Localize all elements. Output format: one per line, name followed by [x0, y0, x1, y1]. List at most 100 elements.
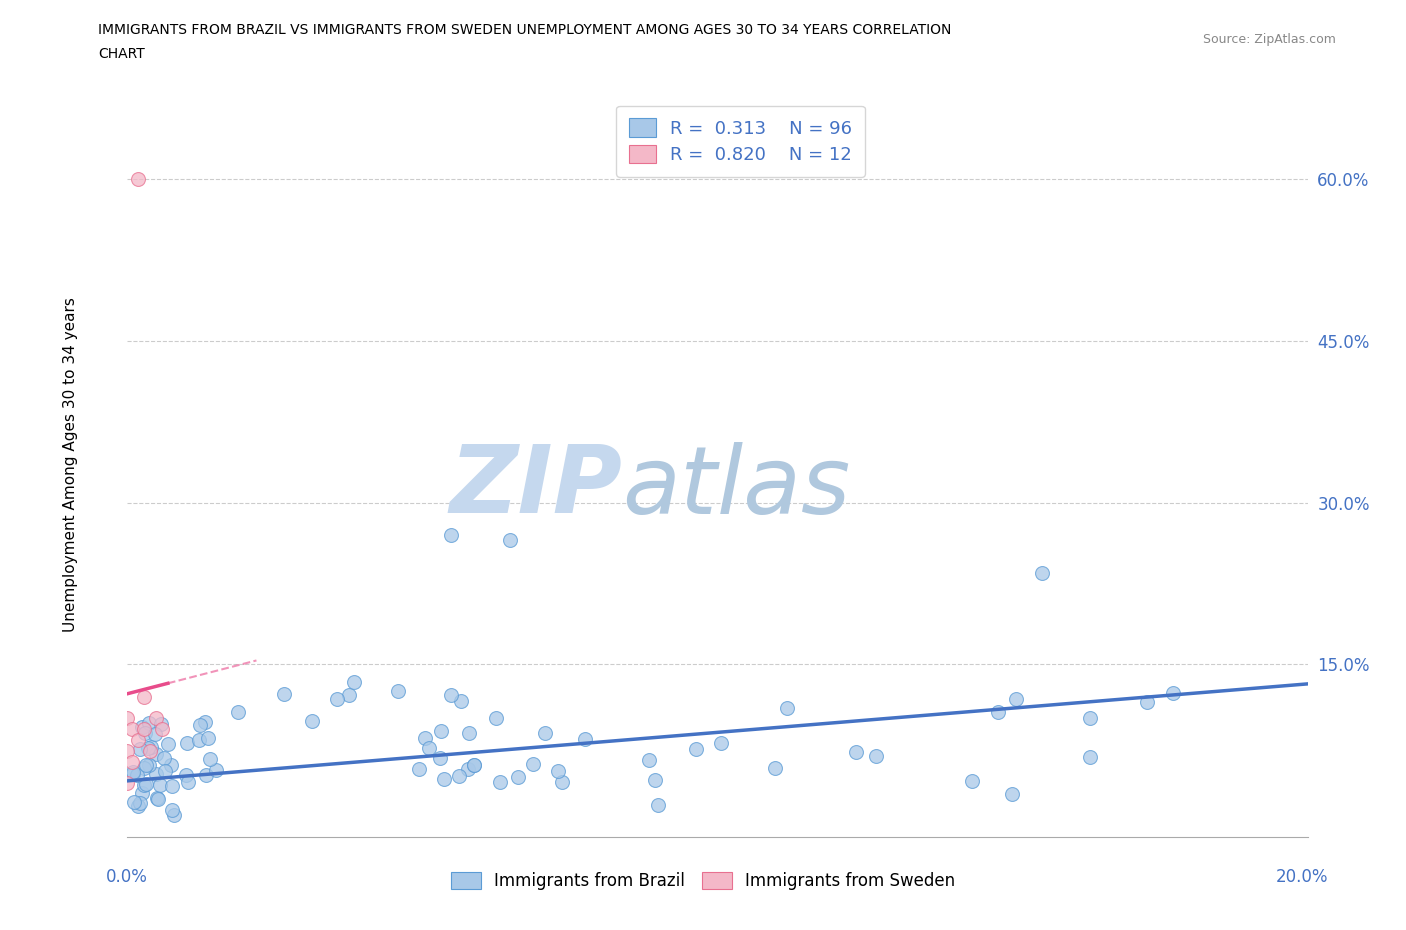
Point — [301, 713, 323, 728]
Point — [145, 711, 167, 725]
Point — [125, 768, 148, 783]
Point — [145, 747, 167, 762]
Point — [176, 736, 198, 751]
Point — [150, 722, 173, 737]
Point — [499, 533, 522, 548]
Point — [188, 733, 211, 748]
Point — [121, 722, 143, 737]
Point — [174, 768, 197, 783]
Point — [337, 687, 360, 702]
Point — [685, 741, 707, 756]
Point — [710, 735, 733, 750]
Point — [647, 797, 669, 812]
Point — [135, 757, 157, 772]
Text: Unemployment Among Ages 30 to 34 years: Unemployment Among Ages 30 to 34 years — [63, 298, 77, 632]
Point — [637, 752, 659, 767]
Point — [387, 684, 409, 698]
Point — [131, 720, 153, 735]
Point — [1005, 692, 1028, 707]
Point — [1078, 711, 1101, 725]
Point — [343, 674, 366, 689]
Point — [450, 694, 472, 709]
Point — [418, 740, 440, 755]
Point — [132, 761, 155, 776]
Point — [226, 705, 249, 720]
Text: 20.0%: 20.0% — [1277, 868, 1329, 885]
Point — [197, 731, 219, 746]
Point — [128, 795, 150, 810]
Point — [157, 736, 180, 751]
Point — [987, 704, 1010, 719]
Point — [162, 803, 184, 817]
Point — [121, 767, 143, 782]
Point — [139, 739, 162, 754]
Point — [149, 716, 172, 731]
Text: IMMIGRANTS FROM BRAZIL VS IMMIGRANTS FROM SWEDEN UNEMPLOYMENT AMONG AGES 30 TO 3: IMMIGRANTS FROM BRAZIL VS IMMIGRANTS FRO… — [98, 23, 952, 37]
Point — [195, 768, 218, 783]
Point — [458, 725, 481, 740]
Point — [574, 731, 596, 746]
Point — [522, 757, 544, 772]
Legend: Immigrants from Brazil, Immigrants from Sweden: Immigrants from Brazil, Immigrants from … — [443, 864, 963, 898]
Point — [485, 711, 508, 725]
Point — [413, 730, 436, 745]
Point — [547, 764, 569, 778]
Text: CHART: CHART — [98, 46, 145, 60]
Point — [138, 715, 160, 730]
Point — [134, 722, 156, 737]
Point — [273, 686, 295, 701]
Point — [463, 758, 485, 773]
Point — [146, 790, 169, 805]
Point — [550, 775, 572, 790]
Point — [115, 776, 138, 790]
Point — [432, 772, 454, 787]
Point — [440, 687, 463, 702]
Point — [205, 763, 228, 777]
Point — [188, 717, 211, 732]
Point — [149, 778, 172, 793]
Point — [440, 527, 463, 542]
Point — [447, 769, 470, 784]
Point — [177, 775, 200, 790]
Point — [457, 762, 479, 777]
Point — [127, 799, 149, 814]
Point — [463, 757, 485, 772]
Text: atlas: atlas — [623, 442, 851, 533]
Point — [129, 742, 152, 757]
Text: Source: ZipAtlas.com: Source: ZipAtlas.com — [1202, 33, 1336, 46]
Text: ZIP: ZIP — [450, 442, 623, 533]
Point — [143, 726, 166, 741]
Point — [160, 757, 183, 772]
Point — [960, 774, 983, 789]
Point — [1031, 565, 1053, 580]
Point — [194, 714, 217, 729]
Point — [122, 795, 145, 810]
Point — [139, 743, 162, 758]
Point — [1136, 695, 1159, 710]
Point — [160, 778, 183, 793]
Point — [1078, 750, 1101, 764]
Point — [131, 785, 153, 800]
Point — [489, 775, 512, 790]
Point — [121, 754, 143, 769]
Point — [127, 172, 149, 187]
Point — [508, 770, 530, 785]
Point — [134, 725, 156, 740]
Point — [198, 751, 221, 766]
Legend: R =  0.313    N = 96, R =  0.820    N = 12: R = 0.313 N = 96, R = 0.820 N = 12 — [616, 106, 865, 177]
Point — [1163, 685, 1185, 700]
Point — [163, 808, 186, 823]
Point — [121, 764, 143, 779]
Point — [1001, 787, 1024, 802]
Point — [845, 745, 868, 760]
Point — [134, 689, 156, 704]
Point — [138, 740, 160, 755]
Point — [135, 777, 157, 791]
Point — [408, 762, 430, 777]
Point — [145, 766, 167, 781]
Point — [153, 763, 176, 777]
Point — [146, 792, 169, 807]
Point — [763, 760, 786, 775]
Point — [644, 773, 666, 788]
Point — [430, 724, 453, 738]
